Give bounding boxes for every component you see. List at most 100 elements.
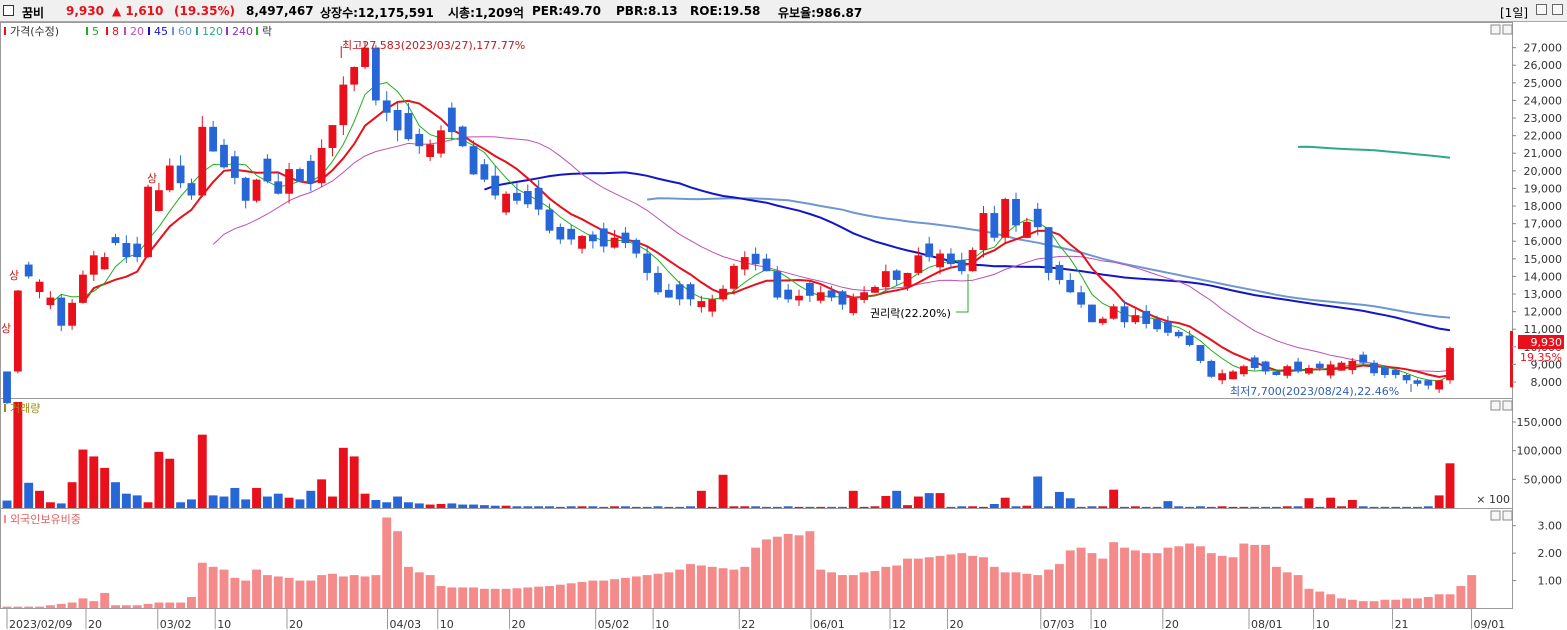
volume-bar: [1196, 506, 1205, 508]
price-candle: [892, 270, 901, 280]
period-selector[interactable]: [1일]: [1500, 6, 1529, 20]
volume-bar: [740, 506, 750, 508]
price-candle: [144, 186, 152, 258]
window-checkbox[interactable]: [3, 5, 14, 16]
price-candle: [1142, 310, 1151, 324]
low-annotation: 최저7,700(2023/08/24),22.46%: [1230, 385, 1399, 398]
foreign-ratio-bar: [783, 533, 793, 608]
foreign-ratio-bar: [740, 566, 750, 608]
volume-bar: [1228, 506, 1238, 508]
foreign-panel-min-button[interactable]: [1490, 510, 1501, 521]
volume-bar: [1315, 506, 1325, 508]
volume-bar: [1434, 495, 1444, 508]
volume-bar: [111, 482, 120, 508]
legend-ma60: 60: [178, 25, 192, 38]
foreign-ratio-bar: [1456, 586, 1466, 608]
price-candle: [849, 297, 858, 314]
price-candle: [79, 274, 87, 303]
volume-bar: [989, 503, 999, 508]
volume-bar: [403, 502, 413, 508]
legend-ma8-marker: [106, 27, 108, 35]
volume-panel-min-button[interactable]: [1490, 400, 1501, 411]
price-y-tick-label: 17,000: [1524, 218, 1563, 231]
volume-bar: [1358, 506, 1368, 508]
volume-panel-title: 거래량: [10, 402, 40, 415]
foreign-ratio-bar: [881, 566, 891, 608]
price-candle: [1413, 380, 1422, 384]
price-candle: [415, 133, 424, 147]
foreign-ratio-bar: [555, 584, 565, 608]
price-candle: [860, 292, 869, 300]
foreign-ratio-bar: [729, 569, 739, 608]
price-candle: [675, 284, 684, 300]
date-tick-label: 04/03: [389, 618, 421, 630]
volume-bar: [230, 487, 240, 508]
price-candle: [502, 193, 510, 213]
volume-bar: [881, 495, 891, 508]
foreign-ratio-bar: [24, 606, 34, 608]
volume-bar: [382, 502, 392, 508]
price-candle: [1066, 279, 1075, 293]
foreign-ratio-bar: [827, 572, 837, 608]
price-candle: [1283, 366, 1292, 376]
volume-bar: [425, 504, 435, 508]
volume-bar: [273, 493, 283, 508]
price-panel-close-button[interactable]: [1502, 24, 1513, 35]
price-y-tick-label: 11,000: [1524, 323, 1563, 336]
foreign-ratio-bar: [523, 587, 533, 608]
price-candle: [599, 228, 608, 247]
volume-bar: [241, 499, 251, 508]
ma120-line: [1298, 145, 1451, 159]
foreign-ratio-bar: [707, 566, 717, 608]
price-candle: [241, 177, 250, 201]
volume-bar: [620, 506, 630, 508]
volume-panel-close-button[interactable]: [1502, 400, 1513, 411]
volume-bar: [545, 506, 554, 508]
volume-bar: [1261, 506, 1271, 508]
volume-bar: [1369, 506, 1379, 508]
foreign-ratio-bar: [371, 575, 381, 608]
volume-bar: [805, 506, 815, 508]
foreign-ratio-bar: [1467, 575, 1477, 608]
minimize-button[interactable]: [1536, 4, 1547, 15]
foreign-ratio-bar: [2, 606, 12, 608]
volume-legend-marker: [4, 404, 6, 412]
foreign-ratio-bar: [208, 566, 218, 608]
price-panel-min-button[interactable]: [1490, 24, 1501, 35]
price-candle: [1446, 348, 1454, 381]
volume-bar: [1141, 506, 1151, 508]
price-y-tick-label: 23,000: [1524, 112, 1563, 125]
volume-bar: [2, 500, 12, 508]
price-candle: [491, 175, 500, 196]
price-candle: [154, 190, 163, 211]
price-candle: [1305, 367, 1313, 374]
upper-limit-marker-3: 상: [1, 322, 11, 335]
foreign-panel-close-button[interactable]: [1502, 510, 1513, 521]
stock-header-bar: 꿈비 9,930 ▲ 1,610 (19.35%) 8,497,467 상장수:…: [0, 0, 1567, 22]
foreign-ratio-bar: [1293, 575, 1303, 608]
price-candle: [979, 213, 988, 251]
foreign-ratio-bar: [132, 605, 142, 608]
volume-bar: [479, 505, 489, 508]
price-candle: [795, 295, 803, 301]
date-tick-label: 21: [1395, 618, 1409, 630]
price-candle: [545, 209, 554, 231]
date-tick-label: 2023/02/09: [9, 618, 72, 630]
price-candle: [588, 234, 597, 242]
volume-y-tick-label: 150,000: [1517, 416, 1563, 429]
volume-bar: [306, 490, 316, 508]
foreign-ratio-bar: [306, 580, 316, 608]
volume-bar: [772, 506, 782, 508]
volume-bar: [892, 490, 902, 508]
foreign-ratio-bar: [1380, 599, 1390, 608]
foreign-ratio-bar: [154, 602, 164, 608]
price-candle: [480, 164, 489, 180]
date-tick-label: 10: [655, 618, 669, 630]
listed-shares: 상장수:12,175,591: [320, 6, 434, 20]
close-button[interactable]: [1552, 4, 1563, 15]
volume-bar: [24, 482, 34, 508]
foreign-ratio-bar: [1423, 597, 1433, 608]
date-tick-label: 05/02: [598, 618, 630, 630]
ma8-line: [82, 99, 1451, 379]
stock-chart[interactable]: 8,0009,00010,00011,00012,00013,00014,000…: [0, 22, 1567, 630]
